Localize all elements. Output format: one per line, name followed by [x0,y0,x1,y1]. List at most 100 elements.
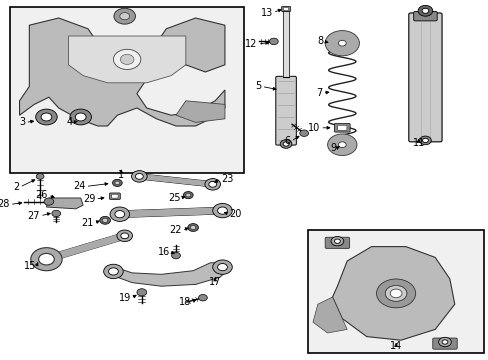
Text: 12: 12 [245,39,257,49]
Circle shape [338,142,346,148]
FancyBboxPatch shape [334,123,349,132]
Circle shape [280,140,291,148]
Circle shape [376,279,415,308]
Circle shape [204,179,220,190]
Text: 29: 29 [83,194,95,204]
Circle shape [217,207,227,214]
FancyBboxPatch shape [112,194,118,198]
FancyBboxPatch shape [283,8,288,10]
Circle shape [330,237,343,246]
Text: 13: 13 [260,8,272,18]
Circle shape [102,218,107,222]
Circle shape [208,181,216,187]
Text: 15: 15 [24,261,37,271]
Text: 16: 16 [158,247,170,257]
Circle shape [334,239,340,243]
Text: 10: 10 [307,123,320,133]
Circle shape [299,130,308,136]
Circle shape [36,174,44,179]
Text: 25: 25 [168,193,181,203]
Circle shape [41,113,52,121]
Circle shape [283,142,288,146]
Circle shape [385,285,406,301]
Text: 19: 19 [119,293,131,303]
Text: 9: 9 [329,143,336,153]
Bar [10,7,244,173]
Circle shape [108,268,118,275]
Circle shape [338,40,346,46]
Text: 5: 5 [255,81,261,91]
FancyBboxPatch shape [413,12,436,21]
Circle shape [121,233,128,239]
Circle shape [75,113,86,121]
Circle shape [269,38,278,45]
Polygon shape [332,247,454,340]
Polygon shape [20,18,224,126]
FancyBboxPatch shape [109,193,120,199]
Circle shape [421,8,428,13]
Text: 8: 8 [317,36,323,46]
Circle shape [110,207,129,221]
Circle shape [131,171,147,182]
Text: 22: 22 [169,225,182,235]
Circle shape [36,109,57,125]
Bar [307,230,483,353]
Circle shape [327,134,356,156]
Circle shape [52,210,61,217]
Circle shape [217,264,227,271]
Text: 18: 18 [178,297,190,307]
Text: 14: 14 [389,341,402,351]
Circle shape [419,136,430,145]
Circle shape [422,138,427,143]
Circle shape [417,5,432,16]
Text: 17: 17 [208,276,221,287]
Text: 28: 28 [0,199,10,210]
Circle shape [385,285,406,301]
Circle shape [39,253,54,265]
Polygon shape [176,101,224,122]
Circle shape [438,337,450,347]
Circle shape [113,49,141,69]
Circle shape [183,192,193,199]
FancyBboxPatch shape [337,125,346,130]
Circle shape [114,8,135,24]
Text: 6: 6 [284,136,290,146]
Circle shape [115,181,120,185]
Circle shape [212,203,232,218]
FancyBboxPatch shape [408,13,441,142]
Circle shape [44,198,54,205]
Circle shape [389,289,401,298]
Circle shape [117,230,132,242]
Text: 1: 1 [118,170,124,180]
Text: 11: 11 [411,138,424,148]
Circle shape [171,252,180,259]
Circle shape [325,31,359,56]
Text: 24: 24 [73,181,85,192]
Polygon shape [46,198,83,209]
Circle shape [120,13,129,20]
Text: 26: 26 [36,190,48,200]
Circle shape [185,193,190,197]
Polygon shape [112,263,229,286]
Circle shape [212,260,232,274]
Text: 4: 4 [66,117,72,127]
Circle shape [137,289,146,296]
Circle shape [103,264,123,279]
FancyBboxPatch shape [325,237,349,248]
Text: 2: 2 [13,182,20,192]
Circle shape [135,174,143,179]
Circle shape [31,248,62,271]
Polygon shape [68,36,185,83]
Circle shape [112,179,122,186]
FancyBboxPatch shape [281,6,290,12]
Circle shape [100,216,110,224]
Circle shape [187,224,198,231]
Circle shape [115,211,124,218]
Circle shape [198,294,207,301]
Circle shape [120,54,134,64]
Text: 7: 7 [316,88,322,98]
Text: 23: 23 [221,174,233,184]
Polygon shape [312,297,346,333]
Text: 27: 27 [27,211,40,221]
FancyBboxPatch shape [432,338,456,349]
